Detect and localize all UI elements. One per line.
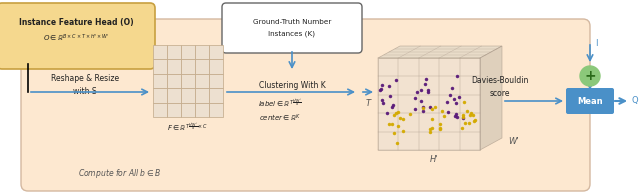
Bar bbox=[209, 74, 223, 88]
Bar bbox=[195, 88, 209, 103]
Bar bbox=[167, 103, 181, 117]
Bar bbox=[153, 45, 167, 59]
Bar bbox=[209, 45, 223, 59]
Bar bbox=[181, 74, 195, 88]
Bar bbox=[181, 88, 195, 103]
Bar bbox=[195, 103, 209, 117]
Polygon shape bbox=[378, 46, 502, 58]
Bar bbox=[195, 59, 209, 74]
Text: Clustering With K: Clustering With K bbox=[259, 80, 325, 89]
Text: Mean: Mean bbox=[577, 97, 603, 105]
Text: Ground-Truth Number: Ground-Truth Number bbox=[253, 19, 331, 25]
Text: W': W' bbox=[508, 137, 518, 146]
Bar bbox=[167, 45, 181, 59]
Text: Instances (K): Instances (K) bbox=[269, 31, 316, 37]
Bar bbox=[181, 103, 195, 117]
Text: I: I bbox=[595, 40, 598, 49]
FancyBboxPatch shape bbox=[222, 3, 362, 53]
Text: T: T bbox=[365, 99, 371, 108]
Text: Davies-Bouldin
score: Davies-Bouldin score bbox=[471, 76, 529, 98]
Bar bbox=[167, 59, 181, 74]
Polygon shape bbox=[378, 58, 480, 150]
Bar bbox=[153, 59, 167, 74]
Text: $label \in \mathbb{R}^{T\frac{H'W'}{S}}$: $label \in \mathbb{R}^{T\frac{H'W'}{S}}$ bbox=[258, 98, 302, 110]
Text: Q: Q bbox=[631, 97, 637, 105]
Polygon shape bbox=[480, 46, 502, 150]
Text: $F \in \mathbb{R}^{T\frac{H'W'}{S}\times C}$: $F \in \mathbb{R}^{T\frac{H'W'}{S}\times… bbox=[168, 122, 209, 134]
Bar bbox=[167, 74, 181, 88]
Bar bbox=[209, 88, 223, 103]
Bar bbox=[181, 59, 195, 74]
Text: Compute for All $b \in B$: Compute for All $b \in B$ bbox=[79, 166, 161, 180]
Text: Reshape & Resize
with S: Reshape & Resize with S bbox=[51, 74, 119, 96]
Circle shape bbox=[580, 66, 600, 86]
FancyBboxPatch shape bbox=[21, 19, 590, 191]
Bar bbox=[153, 103, 167, 117]
Text: +: + bbox=[584, 69, 596, 83]
Bar bbox=[209, 59, 223, 74]
Bar bbox=[195, 45, 209, 59]
Bar bbox=[209, 103, 223, 117]
Bar bbox=[153, 74, 167, 88]
Bar bbox=[195, 74, 209, 88]
Text: $O \in \mathbb{R}^{B\times C\times T\times H'\times W'}$: $O \in \mathbb{R}^{B\times C\times T\tim… bbox=[43, 33, 109, 43]
Text: $center \in \mathbb{R}^{K}$: $center \in \mathbb{R}^{K}$ bbox=[259, 112, 301, 124]
Text: H': H' bbox=[429, 156, 438, 165]
FancyBboxPatch shape bbox=[0, 3, 155, 69]
Bar bbox=[181, 45, 195, 59]
Text: Instance Feature Head (O): Instance Feature Head (O) bbox=[19, 17, 133, 26]
Bar bbox=[167, 88, 181, 103]
FancyBboxPatch shape bbox=[566, 88, 614, 114]
Bar bbox=[153, 88, 167, 103]
